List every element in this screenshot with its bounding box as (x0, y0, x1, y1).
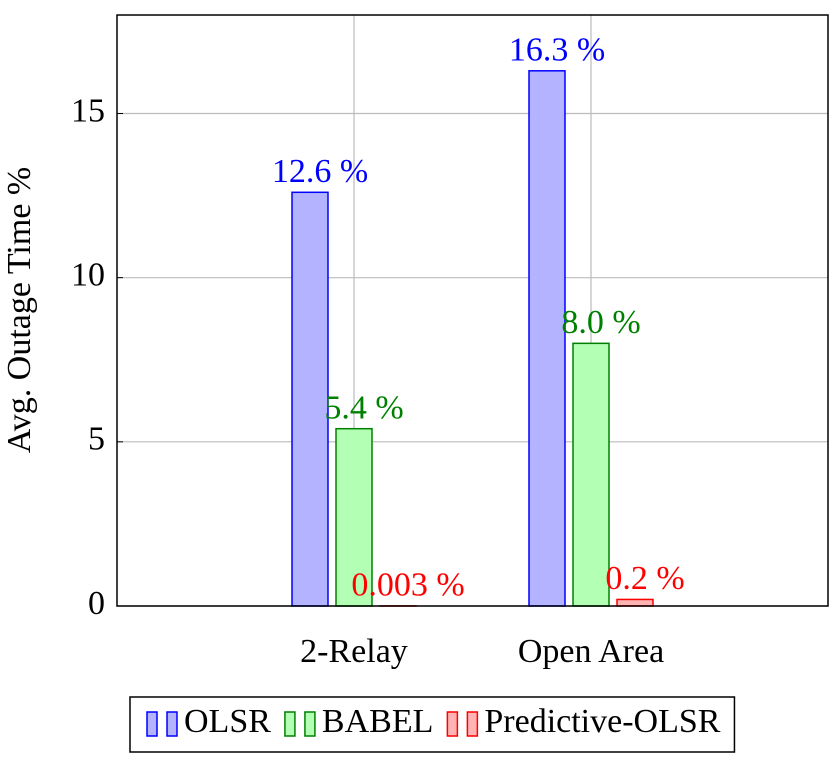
value-label: 12.6 % (272, 153, 368, 190)
bar (572, 342, 610, 607)
plot-frame (116, 14, 829, 607)
bar (616, 598, 654, 607)
legend-swatch (284, 711, 296, 737)
legend-swatch (466, 711, 479, 737)
legend-label: OLSR (184, 703, 271, 740)
value-label: 16.3 % (509, 32, 605, 69)
value-label: 5.4 % (324, 389, 403, 426)
legend-swatch (146, 711, 158, 737)
legend-swatch (446, 711, 459, 737)
x-tick-label: Open Area (518, 633, 664, 670)
y-tick-label: 10 (71, 256, 105, 293)
y-tick-label: 15 (71, 92, 105, 129)
bar (335, 427, 373, 607)
legend-box (129, 696, 736, 753)
legend-label: Predictive-OLSR (484, 703, 720, 740)
bar (291, 191, 329, 607)
x-tick-label: 2-Relay (300, 633, 408, 670)
value-label: 0.2 % (605, 560, 684, 597)
y-axis-label: Avg. Outage Time % (1, 167, 38, 453)
legend-swatch (166, 711, 178, 737)
value-label: 8.0 % (561, 304, 640, 341)
legend-label: BABEL (322, 703, 433, 740)
legend-swatch (304, 711, 316, 737)
bar (528, 70, 566, 607)
y-tick-label: 5 (88, 421, 105, 458)
y-tick-label: 0 (88, 585, 105, 622)
value-label: 0.003 % (351, 567, 464, 604)
